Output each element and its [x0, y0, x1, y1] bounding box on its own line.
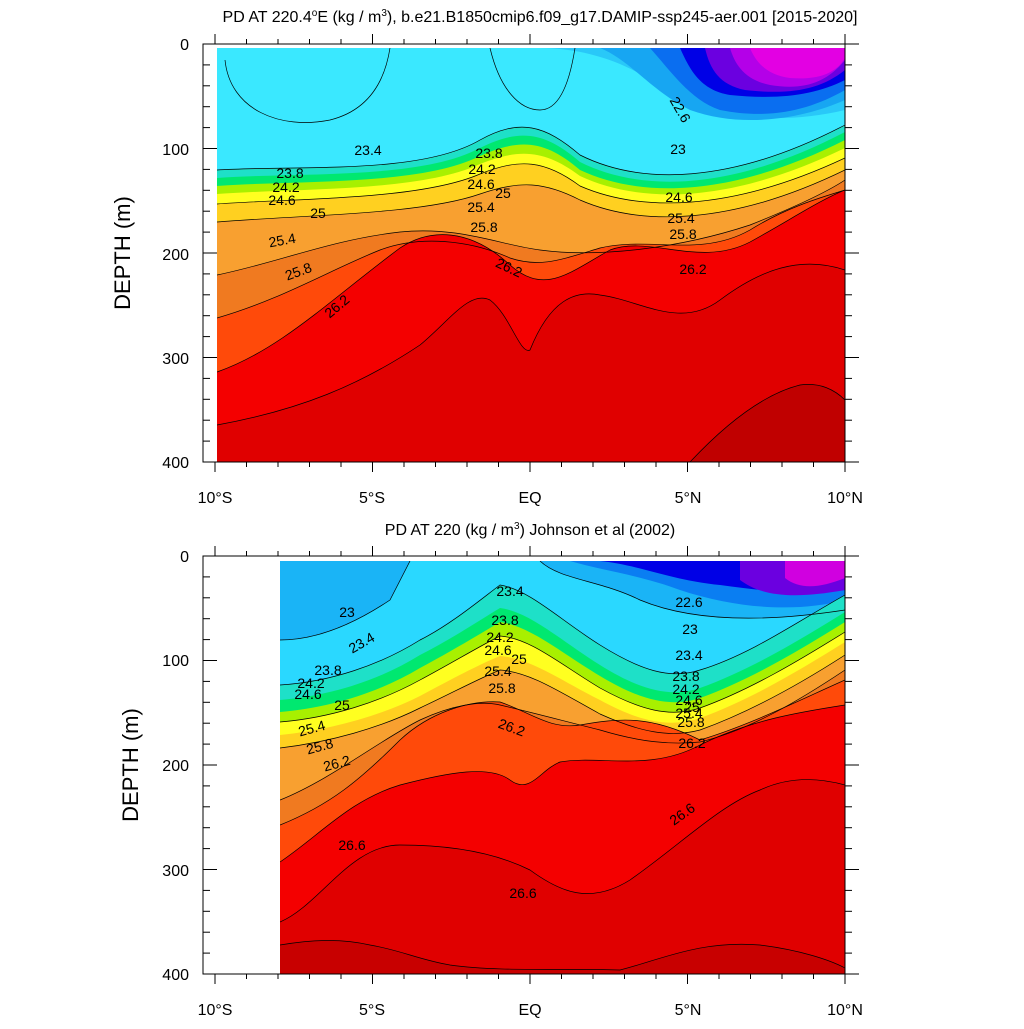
y-tick-label: 100 [162, 142, 189, 159]
contour-label: 24.6 [665, 189, 692, 205]
contour-label: 23.8 [491, 612, 518, 628]
y-tick-label: 300 [162, 863, 189, 880]
x-tick-label: 5°N [675, 1002, 702, 1019]
y-tick-label: 100 [162, 653, 189, 670]
contour-label: 24.6 [294, 686, 321, 702]
contour-label: 24.2 [486, 629, 513, 645]
panel-2-contour-field: 23 23 23.4 23.4 23.4 22.6 23.8 23.8 23.8… [280, 561, 845, 974]
contour-label: 25.4 [667, 210, 694, 226]
y-tick-label: 0 [180, 37, 189, 54]
panel-2-ticks [203, 546, 859, 984]
contour-label: 24.2 [468, 161, 495, 177]
panel-2-y-axis-label: DEPTH (m) [118, 708, 143, 822]
panel-2-y-tick-labels: 0 100 200 300 400 [162, 549, 189, 984]
panel-1-x-tick-labels: 10°S 5°S EQ 5°N 10°N [198, 490, 863, 507]
contour-label: 23.4 [354, 142, 381, 158]
x-tick-label: 10°N [827, 490, 863, 507]
contour-label: 24.6 [484, 642, 511, 658]
x-tick-label: 10°N [827, 1002, 863, 1019]
panel-2-title: PD AT 220 (kg / m3) Johnson et al (2002) [385, 521, 675, 539]
contour-label: 23.8 [672, 668, 699, 684]
panel-2-x-tick-labels: 10°S 5°S EQ 5°N 10°N [198, 1002, 863, 1019]
panel-1-y-axis-label: DEPTH (m) [110, 196, 135, 310]
x-tick-label: 5°S [359, 1002, 385, 1019]
contour-label: 23.8 [475, 145, 502, 161]
x-tick-label: EQ [518, 490, 541, 507]
x-tick-label: 10°S [198, 490, 233, 507]
contour-label: 25.4 [675, 705, 702, 721]
x-tick-label: 5°S [359, 490, 385, 507]
contour-label: 23 [670, 141, 686, 157]
contour-label: 25.8 [669, 226, 696, 242]
panel-1-contour-field: 23.4 22.6 23.8 23.8 23 24.2 24.2 24.6 24… [217, 48, 845, 462]
contour-label: 22.6 [675, 594, 702, 610]
y-tick-label: 0 [180, 549, 189, 566]
contour-label: 25.4 [296, 717, 327, 740]
contour-label: 23 [339, 604, 355, 620]
x-tick-label: 5°N [675, 490, 702, 507]
y-tick-label: 400 [162, 455, 189, 472]
panel-1-y-tick-labels: 0 100 200 300 400 [162, 37, 189, 472]
contour-label: 26.2 [678, 735, 705, 751]
contour-label: 25.8 [304, 735, 335, 758]
contour-label: 25.4 [267, 230, 297, 251]
contour-label: 25.4 [484, 663, 511, 679]
contour-label: 25.4 [467, 199, 494, 215]
contour-label: 23.4 [496, 583, 523, 599]
contour-label: 25 [310, 205, 326, 221]
contour-label: 24.2 [672, 681, 699, 697]
panel-2: PD AT 220 (kg / m3) Johnson et al (2002) [118, 521, 863, 1019]
contour-label: 25.8 [488, 680, 515, 696]
contour-label: 25 [684, 699, 700, 715]
y-tick-label: 300 [162, 351, 189, 368]
contour-label: 25 [511, 651, 527, 667]
contour-label: 25 [334, 697, 350, 713]
panel-1-title: PD AT 220.4oE (kg / m3), b.e21.B1850cmip… [223, 8, 858, 26]
contour-label: 24.2 [272, 179, 299, 195]
contour-label: 24.6 [467, 176, 494, 192]
contour-label: 24.2 [297, 675, 324, 691]
y-tick-label: 200 [162, 758, 189, 775]
contour-label: 26.6 [338, 837, 365, 853]
contour-label: 25.8 [677, 714, 704, 730]
contour-label: 25.8 [470, 219, 497, 235]
contour-label: 25 [495, 185, 511, 201]
panel-1-ticks [203, 34, 859, 472]
contour-label: 26.2 [321, 752, 352, 775]
contour-label: 26.6 [509, 885, 536, 901]
contour-label: 24.6 [268, 192, 295, 208]
x-tick-label: EQ [518, 1002, 541, 1019]
contour-label: 23.8 [314, 662, 341, 678]
contour-label: 23.8 [276, 165, 303, 181]
contour-label: 23.4 [675, 647, 702, 663]
contour-label: 26.2 [679, 261, 706, 277]
x-tick-label: 10°S [198, 1002, 233, 1019]
contour-label: 23 [682, 621, 698, 637]
panel-1: PD AT 220.4oE (kg / m3), b.e21.B1850cmip… [110, 8, 863, 507]
y-tick-label: 400 [162, 967, 189, 984]
y-tick-label: 200 [162, 247, 189, 264]
contour-label: 24.6 [675, 692, 702, 708]
